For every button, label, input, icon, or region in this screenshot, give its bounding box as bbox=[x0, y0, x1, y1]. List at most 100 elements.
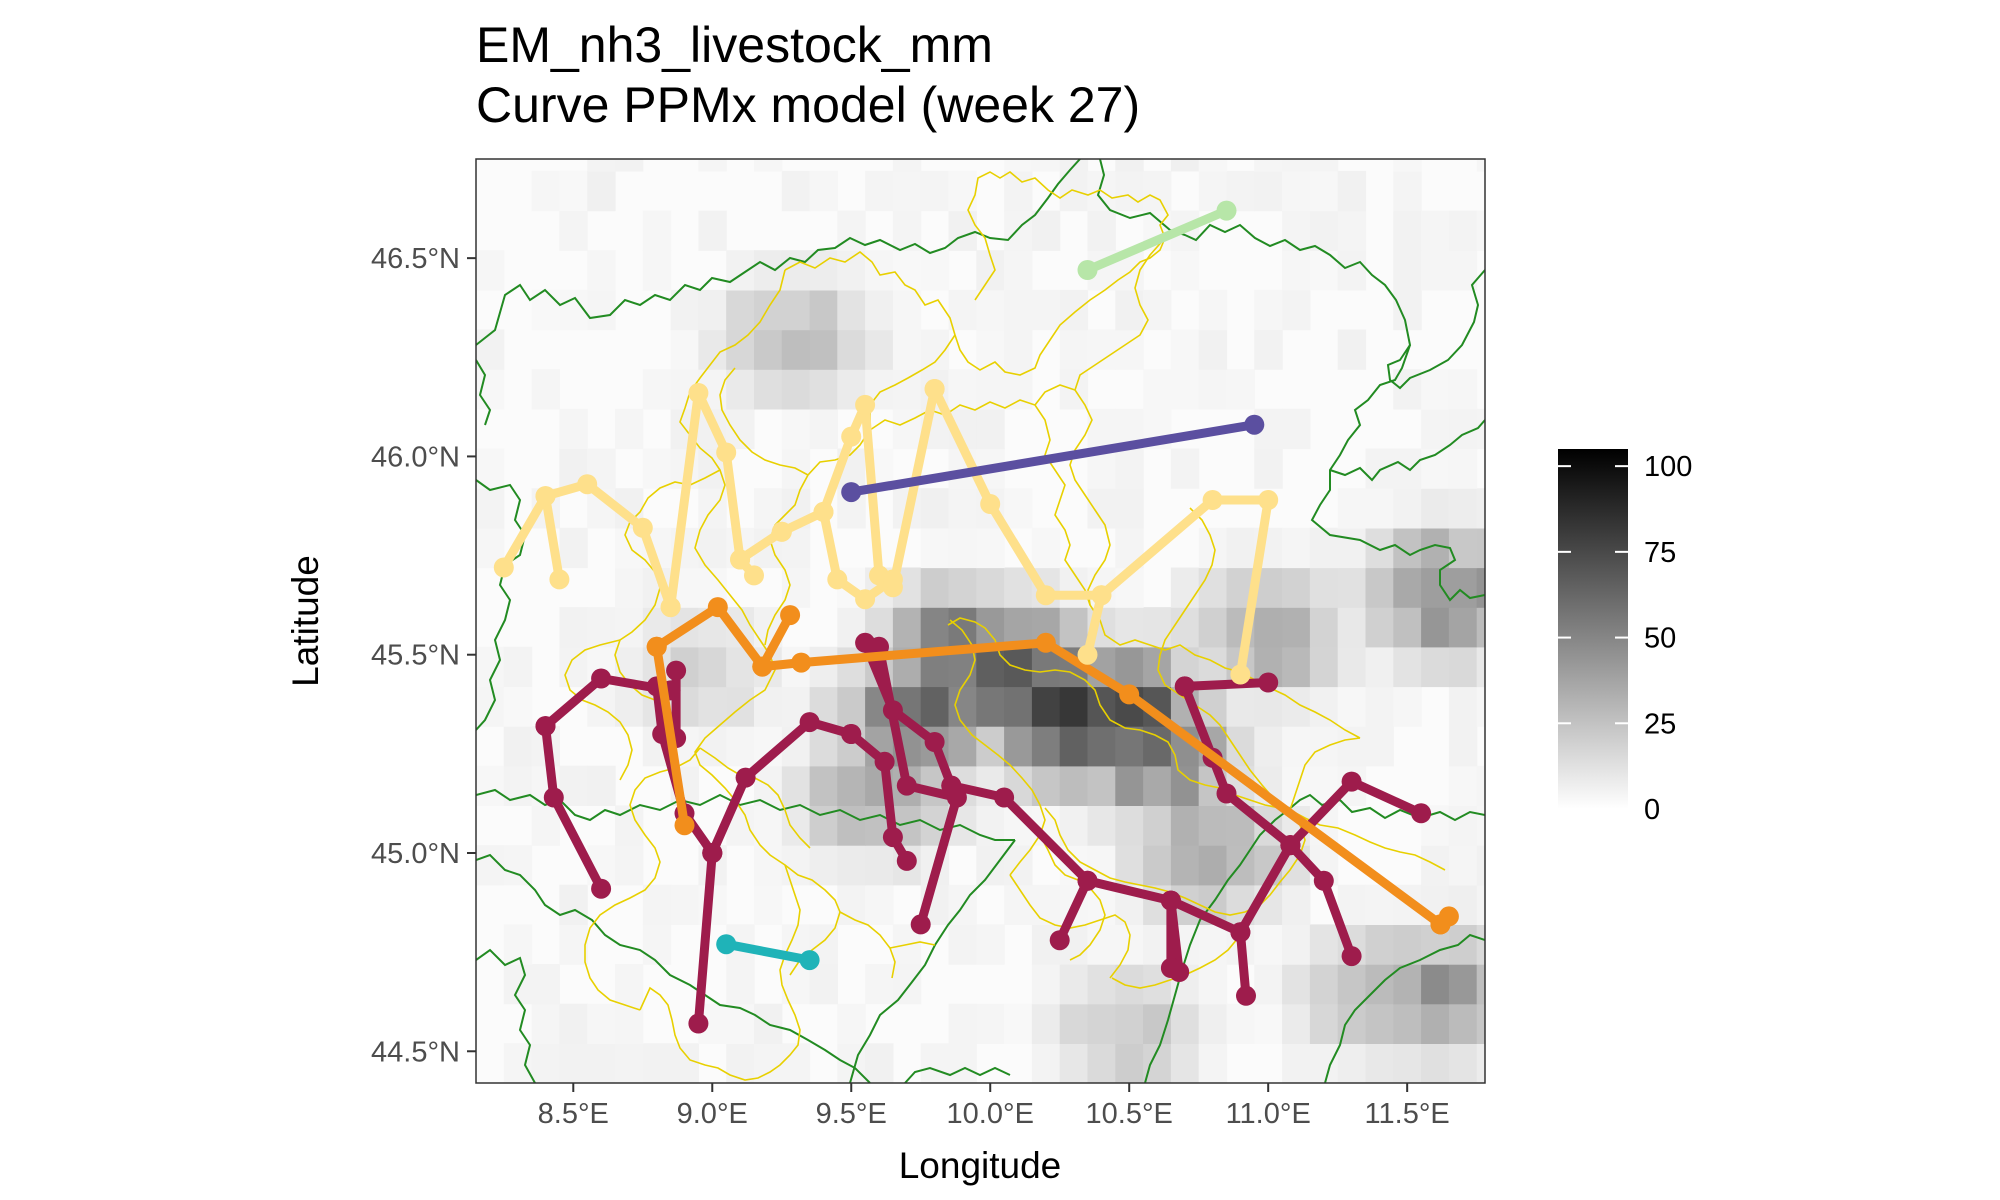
province-boundaries bbox=[564, 171, 1446, 1081]
curve-point bbox=[577, 474, 598, 495]
raster-cell bbox=[1254, 448, 1283, 489]
raster-cell bbox=[1448, 369, 1478, 410]
raster-cell bbox=[809, 646, 838, 688]
curve-segment bbox=[693, 848, 717, 1028]
raster-cell bbox=[920, 1043, 950, 1083]
raster-cell bbox=[1198, 607, 1228, 648]
raster-cell bbox=[1170, 369, 1200, 410]
raster-cell bbox=[1282, 686, 1311, 727]
raster-cell bbox=[1393, 170, 1422, 212]
curve-point bbox=[1341, 771, 1362, 792]
raster-cell bbox=[1365, 527, 1394, 569]
raster-cell bbox=[1059, 1003, 1089, 1044]
raster-cell bbox=[837, 289, 866, 331]
raster-cell bbox=[531, 369, 560, 410]
raster-cell bbox=[1170, 159, 1200, 172]
raster-cell bbox=[726, 408, 755, 450]
raster-cell bbox=[948, 527, 977, 569]
raster-cell bbox=[531, 964, 560, 1005]
raster-cell bbox=[1004, 726, 1033, 767]
raster-cell bbox=[1476, 1003, 1485, 1044]
raster-cell bbox=[1198, 329, 1228, 370]
raster-cell bbox=[1143, 765, 1172, 806]
raster-cell bbox=[1226, 726, 1255, 767]
raster-cell bbox=[781, 1043, 811, 1083]
raster-cell bbox=[642, 448, 672, 489]
region-boundary-south-east2 bbox=[1324, 933, 1485, 1083]
raster-cell bbox=[1087, 408, 1116, 450]
curve-segment bbox=[1180, 678, 1273, 691]
curve-point bbox=[1049, 930, 1070, 951]
y-tick-label: 44.5°N bbox=[371, 1036, 460, 1068]
raster-cell bbox=[1115, 170, 1144, 212]
raster-cell bbox=[531, 805, 560, 846]
curve-segment bbox=[1083, 206, 1231, 275]
raster-cell bbox=[1087, 924, 1116, 965]
province-boundary-f bbox=[1034, 384, 1076, 406]
raster-cell bbox=[726, 250, 755, 291]
raster-cell bbox=[976, 329, 1005, 370]
curve-point bbox=[493, 557, 514, 578]
curve-point bbox=[799, 950, 820, 971]
cluster-curve-3 bbox=[493, 379, 1279, 685]
raster-cell bbox=[726, 1043, 755, 1083]
raster-cell bbox=[615, 1003, 644, 1044]
raster-cell bbox=[1421, 964, 1450, 1005]
raster-cell bbox=[809, 250, 838, 291]
raster-cell bbox=[809, 845, 838, 886]
raster-cell bbox=[1337, 527, 1367, 569]
raster-cell bbox=[781, 964, 811, 1005]
curve-point bbox=[752, 656, 773, 677]
raster-cell bbox=[559, 1003, 588, 1044]
raster-cell bbox=[559, 408, 588, 450]
raster-cell bbox=[1282, 289, 1311, 331]
raster-cell bbox=[865, 845, 894, 886]
raster-cell bbox=[1198, 289, 1228, 331]
cluster-curve-5 bbox=[1077, 200, 1237, 280]
raster-cell bbox=[1143, 805, 1172, 846]
cluster-curve-4 bbox=[841, 414, 1265, 503]
cluster-curve-2 bbox=[646, 597, 1459, 935]
raster-cell bbox=[1115, 1043, 1144, 1083]
raster-cell bbox=[1476, 884, 1485, 925]
curve-point bbox=[535, 716, 556, 737]
curve-point bbox=[924, 732, 945, 752]
curve-segment bbox=[652, 642, 689, 830]
raster-cell bbox=[1476, 488, 1485, 529]
curve-segment bbox=[946, 781, 1092, 945]
raster-cell bbox=[1282, 170, 1311, 212]
raster-cell bbox=[1393, 1043, 1422, 1083]
curve-point bbox=[841, 724, 862, 744]
raster-cell bbox=[503, 1043, 533, 1083]
province-boundary-w bbox=[1009, 874, 1131, 979]
raster-cell bbox=[1365, 448, 1394, 489]
raster-cell bbox=[587, 1003, 616, 1044]
raster-cell bbox=[1004, 686, 1033, 727]
curve-segment bbox=[846, 729, 912, 866]
raster-cell bbox=[615, 964, 644, 1005]
raster-cell bbox=[1059, 964, 1089, 1005]
raster-cell bbox=[1337, 646, 1367, 688]
raster-cell bbox=[559, 170, 588, 212]
raster-cell bbox=[837, 845, 866, 886]
raster-cell bbox=[1393, 159, 1422, 172]
curve-point bbox=[666, 660, 687, 681]
raster-cell bbox=[1004, 488, 1033, 529]
raster-cell bbox=[698, 686, 727, 727]
raster-cell bbox=[837, 765, 866, 806]
raster-cell bbox=[1115, 159, 1144, 172]
raster-cell bbox=[1115, 488, 1144, 529]
raster-cell bbox=[1254, 686, 1283, 727]
raster-cell bbox=[837, 1003, 866, 1044]
raster-cell bbox=[1170, 250, 1200, 291]
raster-cell bbox=[1143, 607, 1172, 648]
raster-cell bbox=[1476, 1043, 1485, 1083]
raster-cell bbox=[559, 1043, 588, 1083]
raster-cell bbox=[503, 845, 533, 886]
raster-cell bbox=[476, 369, 505, 410]
curve-point bbox=[1035, 632, 1056, 653]
raster-cell bbox=[948, 1043, 977, 1083]
raster-cell bbox=[920, 170, 950, 212]
curve-point bbox=[980, 494, 1001, 514]
raster-cell bbox=[948, 170, 977, 212]
